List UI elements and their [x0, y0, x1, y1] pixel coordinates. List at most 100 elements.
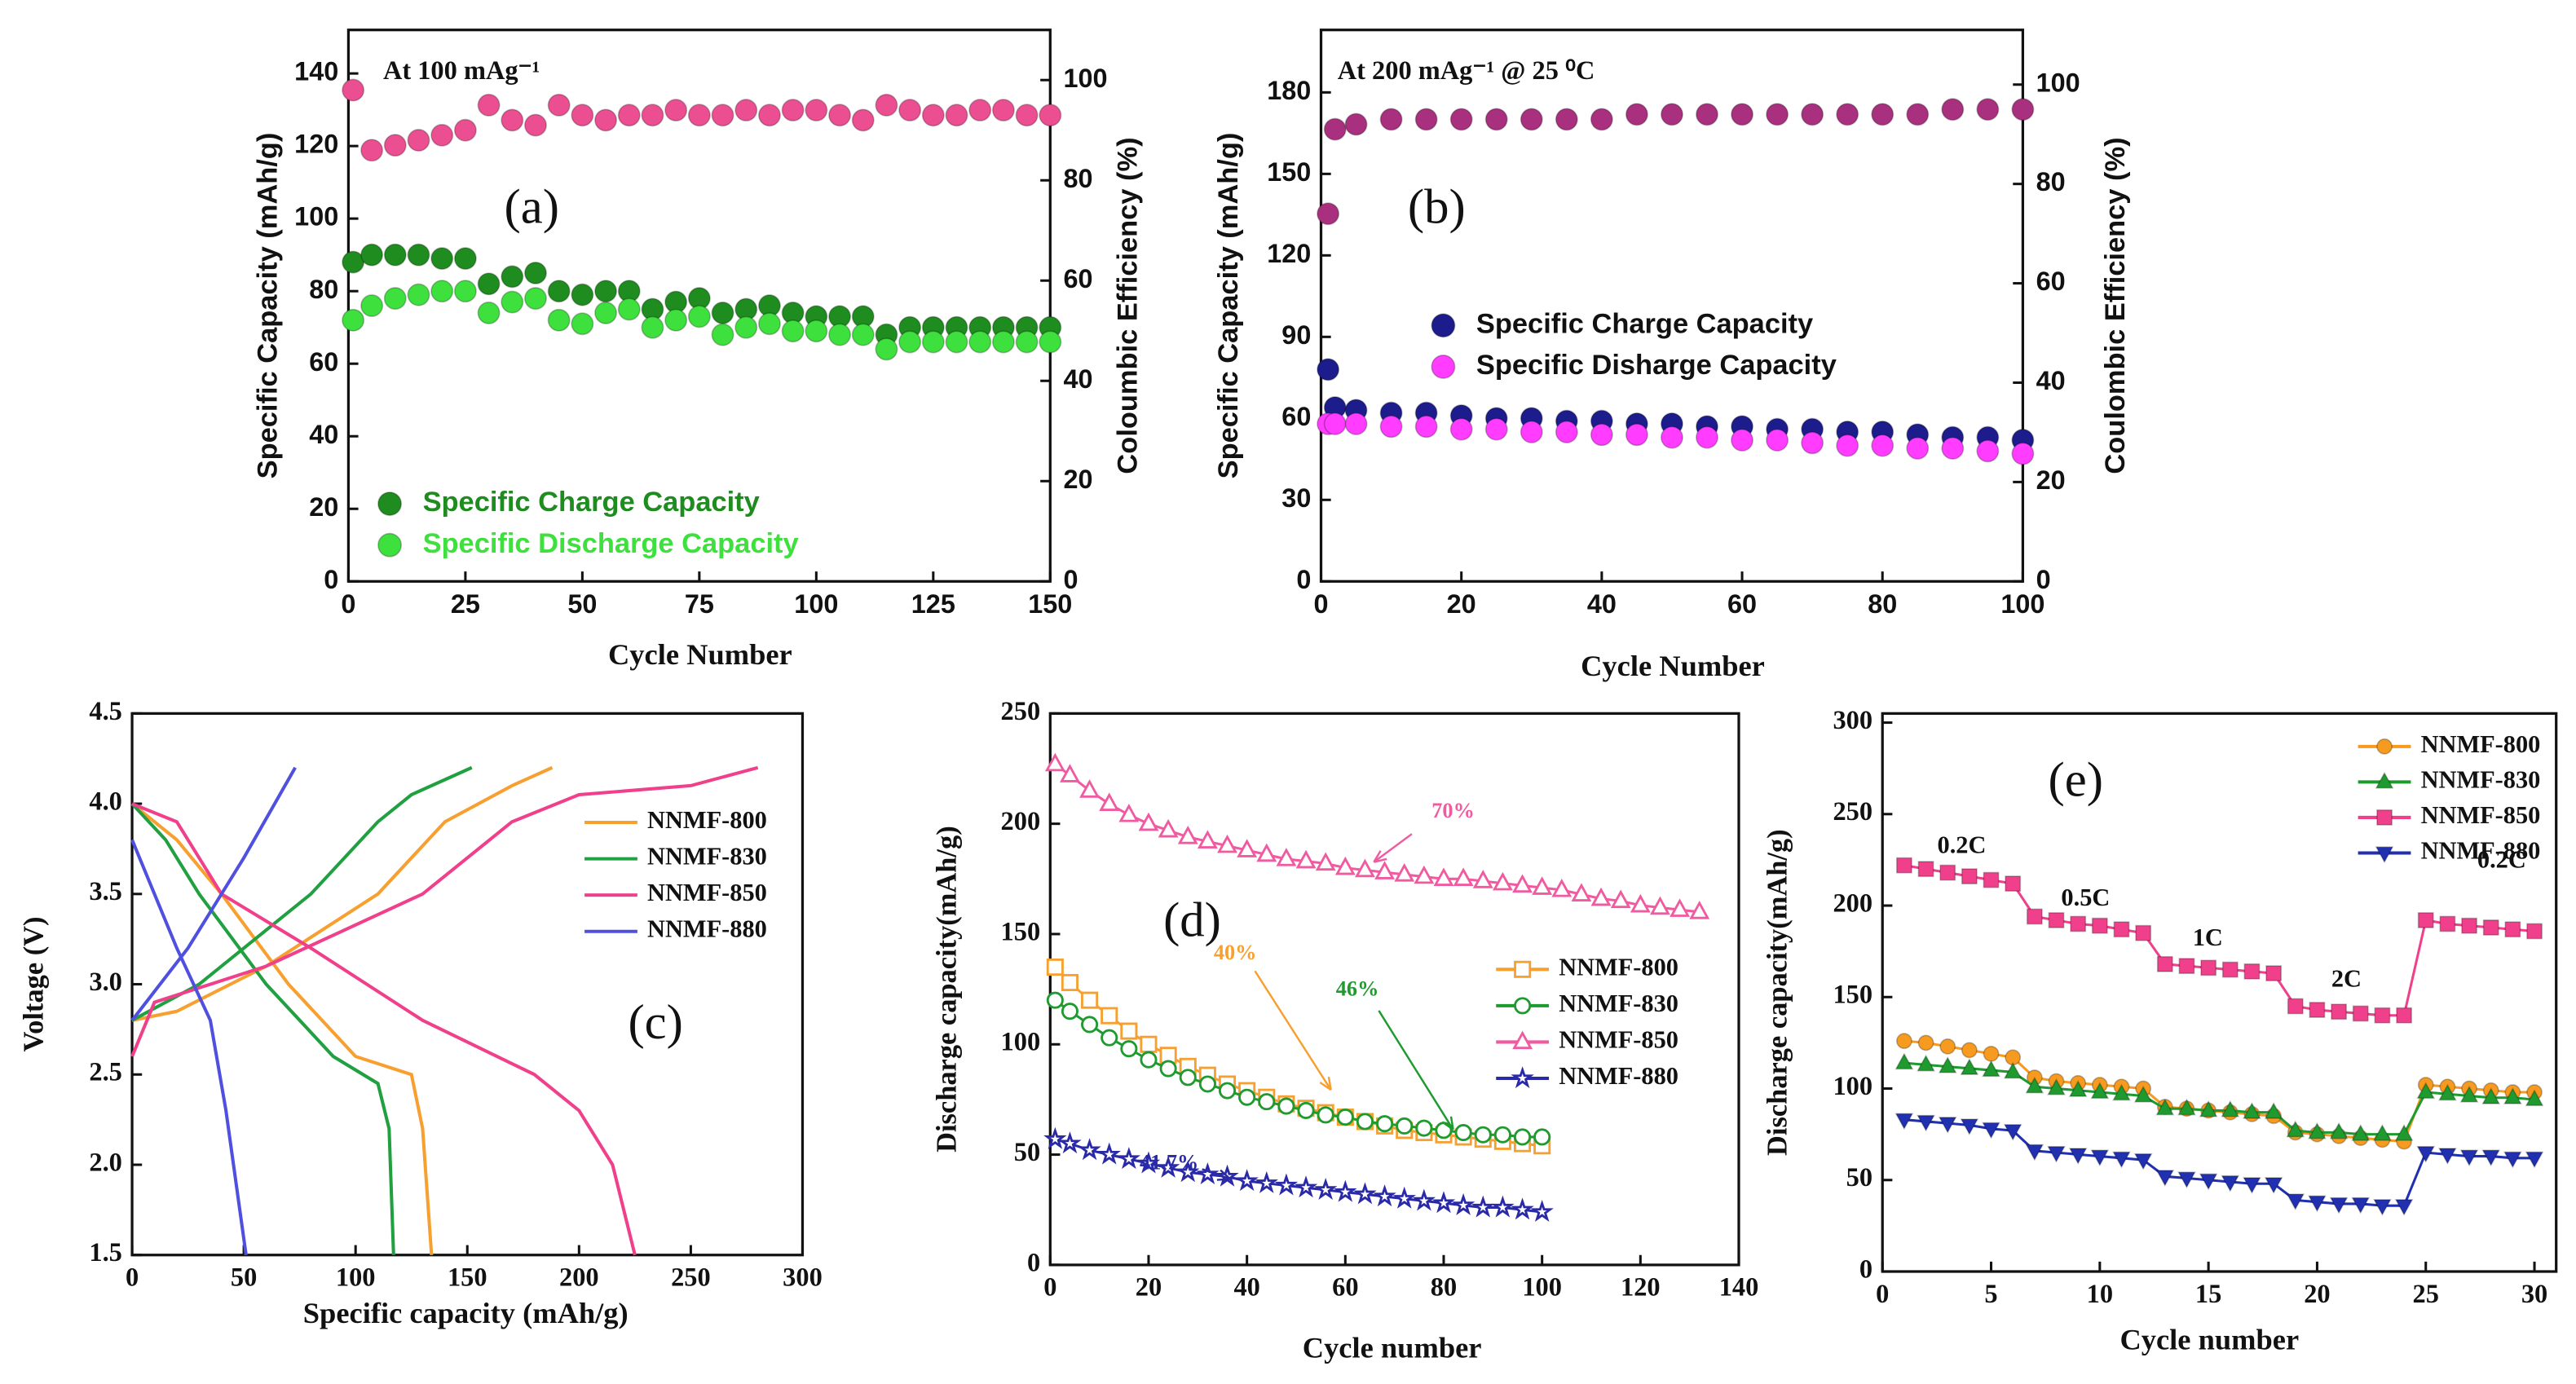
x-tick-label: 30 [2521, 1280, 2547, 1309]
marker [547, 93, 571, 117]
arrow-head [1441, 1116, 1454, 1131]
legend-label: NNMF-830 [2421, 765, 2541, 793]
marker [2243, 963, 2261, 980]
marker [1061, 973, 1078, 992]
marker [711, 301, 734, 324]
marker [1396, 1117, 1414, 1135]
arrow-head [1216, 1169, 1231, 1181]
marker [1120, 1040, 1138, 1058]
marker [2112, 1083, 2131, 1101]
marker [2133, 1085, 2153, 1103]
legend-label: Specific Charge Capacity [1476, 308, 1813, 339]
marker [1520, 108, 1543, 131]
marker [1159, 1060, 1177, 1078]
y-tick-label: 0 [324, 565, 338, 594]
x-tick-label: 0 [1876, 1280, 1889, 1309]
marker [2373, 1124, 2392, 1141]
x-tick-label: 120 [1621, 1273, 1661, 1302]
marker [1317, 358, 1340, 381]
marker [1276, 848, 1297, 866]
marker [1196, 1162, 1220, 1185]
marker [2394, 1199, 2414, 1216]
marker [1625, 103, 1648, 126]
y-axis-label: Specific Capacity (mAh/g) [252, 133, 283, 479]
marker [898, 99, 922, 122]
marker [1660, 425, 1683, 449]
plot-frame [130, 712, 805, 1257]
marker [2459, 1149, 2479, 1167]
marker [2308, 1122, 2327, 1139]
marker [1491, 1195, 1515, 1218]
y2-tick-label: 80 [2036, 167, 2066, 196]
y-tick-label: 0 [1027, 1248, 1040, 1277]
x-tick-label: 25 [2413, 1280, 2439, 1309]
marker [1138, 812, 1159, 831]
y-tick-label: 150 [1267, 157, 1311, 187]
marker [594, 280, 618, 303]
y-tick-label: 180 [1267, 76, 1311, 105]
x-tick-label: 100 [1522, 1273, 1562, 1302]
marker [1555, 108, 1578, 131]
marker [594, 301, 618, 324]
marker [617, 104, 641, 127]
marker [1078, 1138, 1101, 1161]
curve [130, 839, 248, 1256]
marker [2025, 1076, 2044, 1094]
y-tick-label: 150 [1001, 917, 1041, 946]
marker [1960, 1118, 1979, 1136]
panel-label: (b) [1408, 179, 1466, 234]
marker [1118, 803, 1140, 822]
marker [1237, 839, 1258, 857]
marker [1801, 431, 1824, 455]
marker [2437, 1083, 2457, 1101]
marker [1297, 1101, 1315, 1119]
marker [1530, 1200, 1554, 1223]
legend-label: NNMF-850 [647, 879, 767, 906]
marker [2481, 1149, 2501, 1167]
marker [1696, 103, 1718, 126]
marker [1533, 1128, 1551, 1146]
marker [2286, 1120, 2305, 1138]
marker [1238, 1088, 1256, 1106]
marker [1081, 991, 1099, 1009]
marker [2133, 1153, 2153, 1170]
y-tick-label: 2.0 [89, 1148, 122, 1177]
series-line [1903, 1118, 2535, 1207]
y-tick-label: 120 [294, 130, 338, 159]
marker [2068, 1080, 2088, 1097]
legend-marker [2376, 809, 2393, 826]
marker [524, 261, 547, 284]
legend-label: NNMF-880 [647, 915, 767, 943]
annotation: 40% [1214, 941, 1257, 964]
marker [1625, 423, 1648, 447]
marker [1982, 1122, 2000, 1139]
marker [991, 99, 1015, 122]
marker [1079, 779, 1101, 798]
x-tick-label: 50 [231, 1263, 257, 1293]
legend-label: NNMF-830 [647, 843, 767, 871]
marker [1976, 98, 2000, 121]
marker [2526, 923, 2543, 940]
marker [641, 315, 664, 339]
marker [875, 337, 898, 361]
marker [1492, 871, 1513, 891]
marker [1551, 878, 1573, 897]
marker [2331, 1003, 2348, 1020]
x-axis-label: Cycle number [2119, 1323, 2299, 1355]
marker [2090, 1149, 2110, 1167]
marker [2437, 1148, 2457, 1165]
marker [1058, 1131, 1082, 1154]
marker [968, 330, 992, 354]
marker [617, 298, 641, 321]
marker [734, 99, 758, 122]
marker [2011, 442, 2035, 465]
marker [781, 320, 805, 343]
y2-tick-label: 60 [1064, 264, 1093, 293]
marker [2048, 912, 2065, 928]
marker [1414, 108, 1438, 131]
y-tick-label: 90 [1281, 320, 1311, 350]
x-axis-label: Cycle number [1303, 1332, 1482, 1364]
marker [2481, 1087, 2501, 1104]
marker [2504, 921, 2521, 938]
marker [1015, 330, 1039, 354]
